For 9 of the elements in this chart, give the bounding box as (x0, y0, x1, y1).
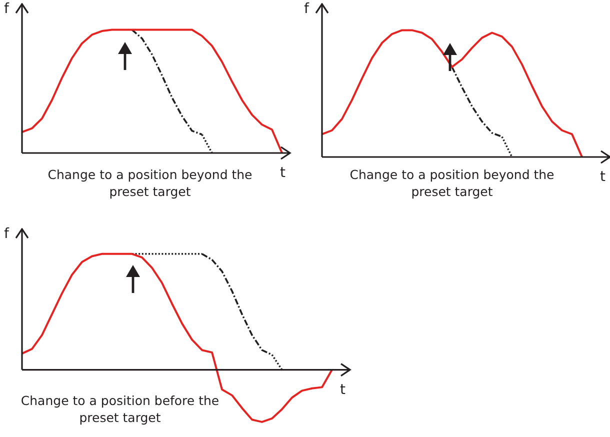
y-axis-title: f (4, 1, 9, 17)
x-axis-title: t (600, 169, 606, 185)
x-axis-title: t (340, 382, 346, 398)
y-axis-title: f (304, 1, 309, 17)
text: Change to a position beyond the preset target (46, 166, 254, 200)
text: Change to a position beyond the preset target (348, 166, 556, 200)
y-axis-title: f (4, 226, 9, 242)
x-axis-title: t (280, 165, 286, 181)
annotation: Change to a position before the preset target (20, 392, 220, 426)
